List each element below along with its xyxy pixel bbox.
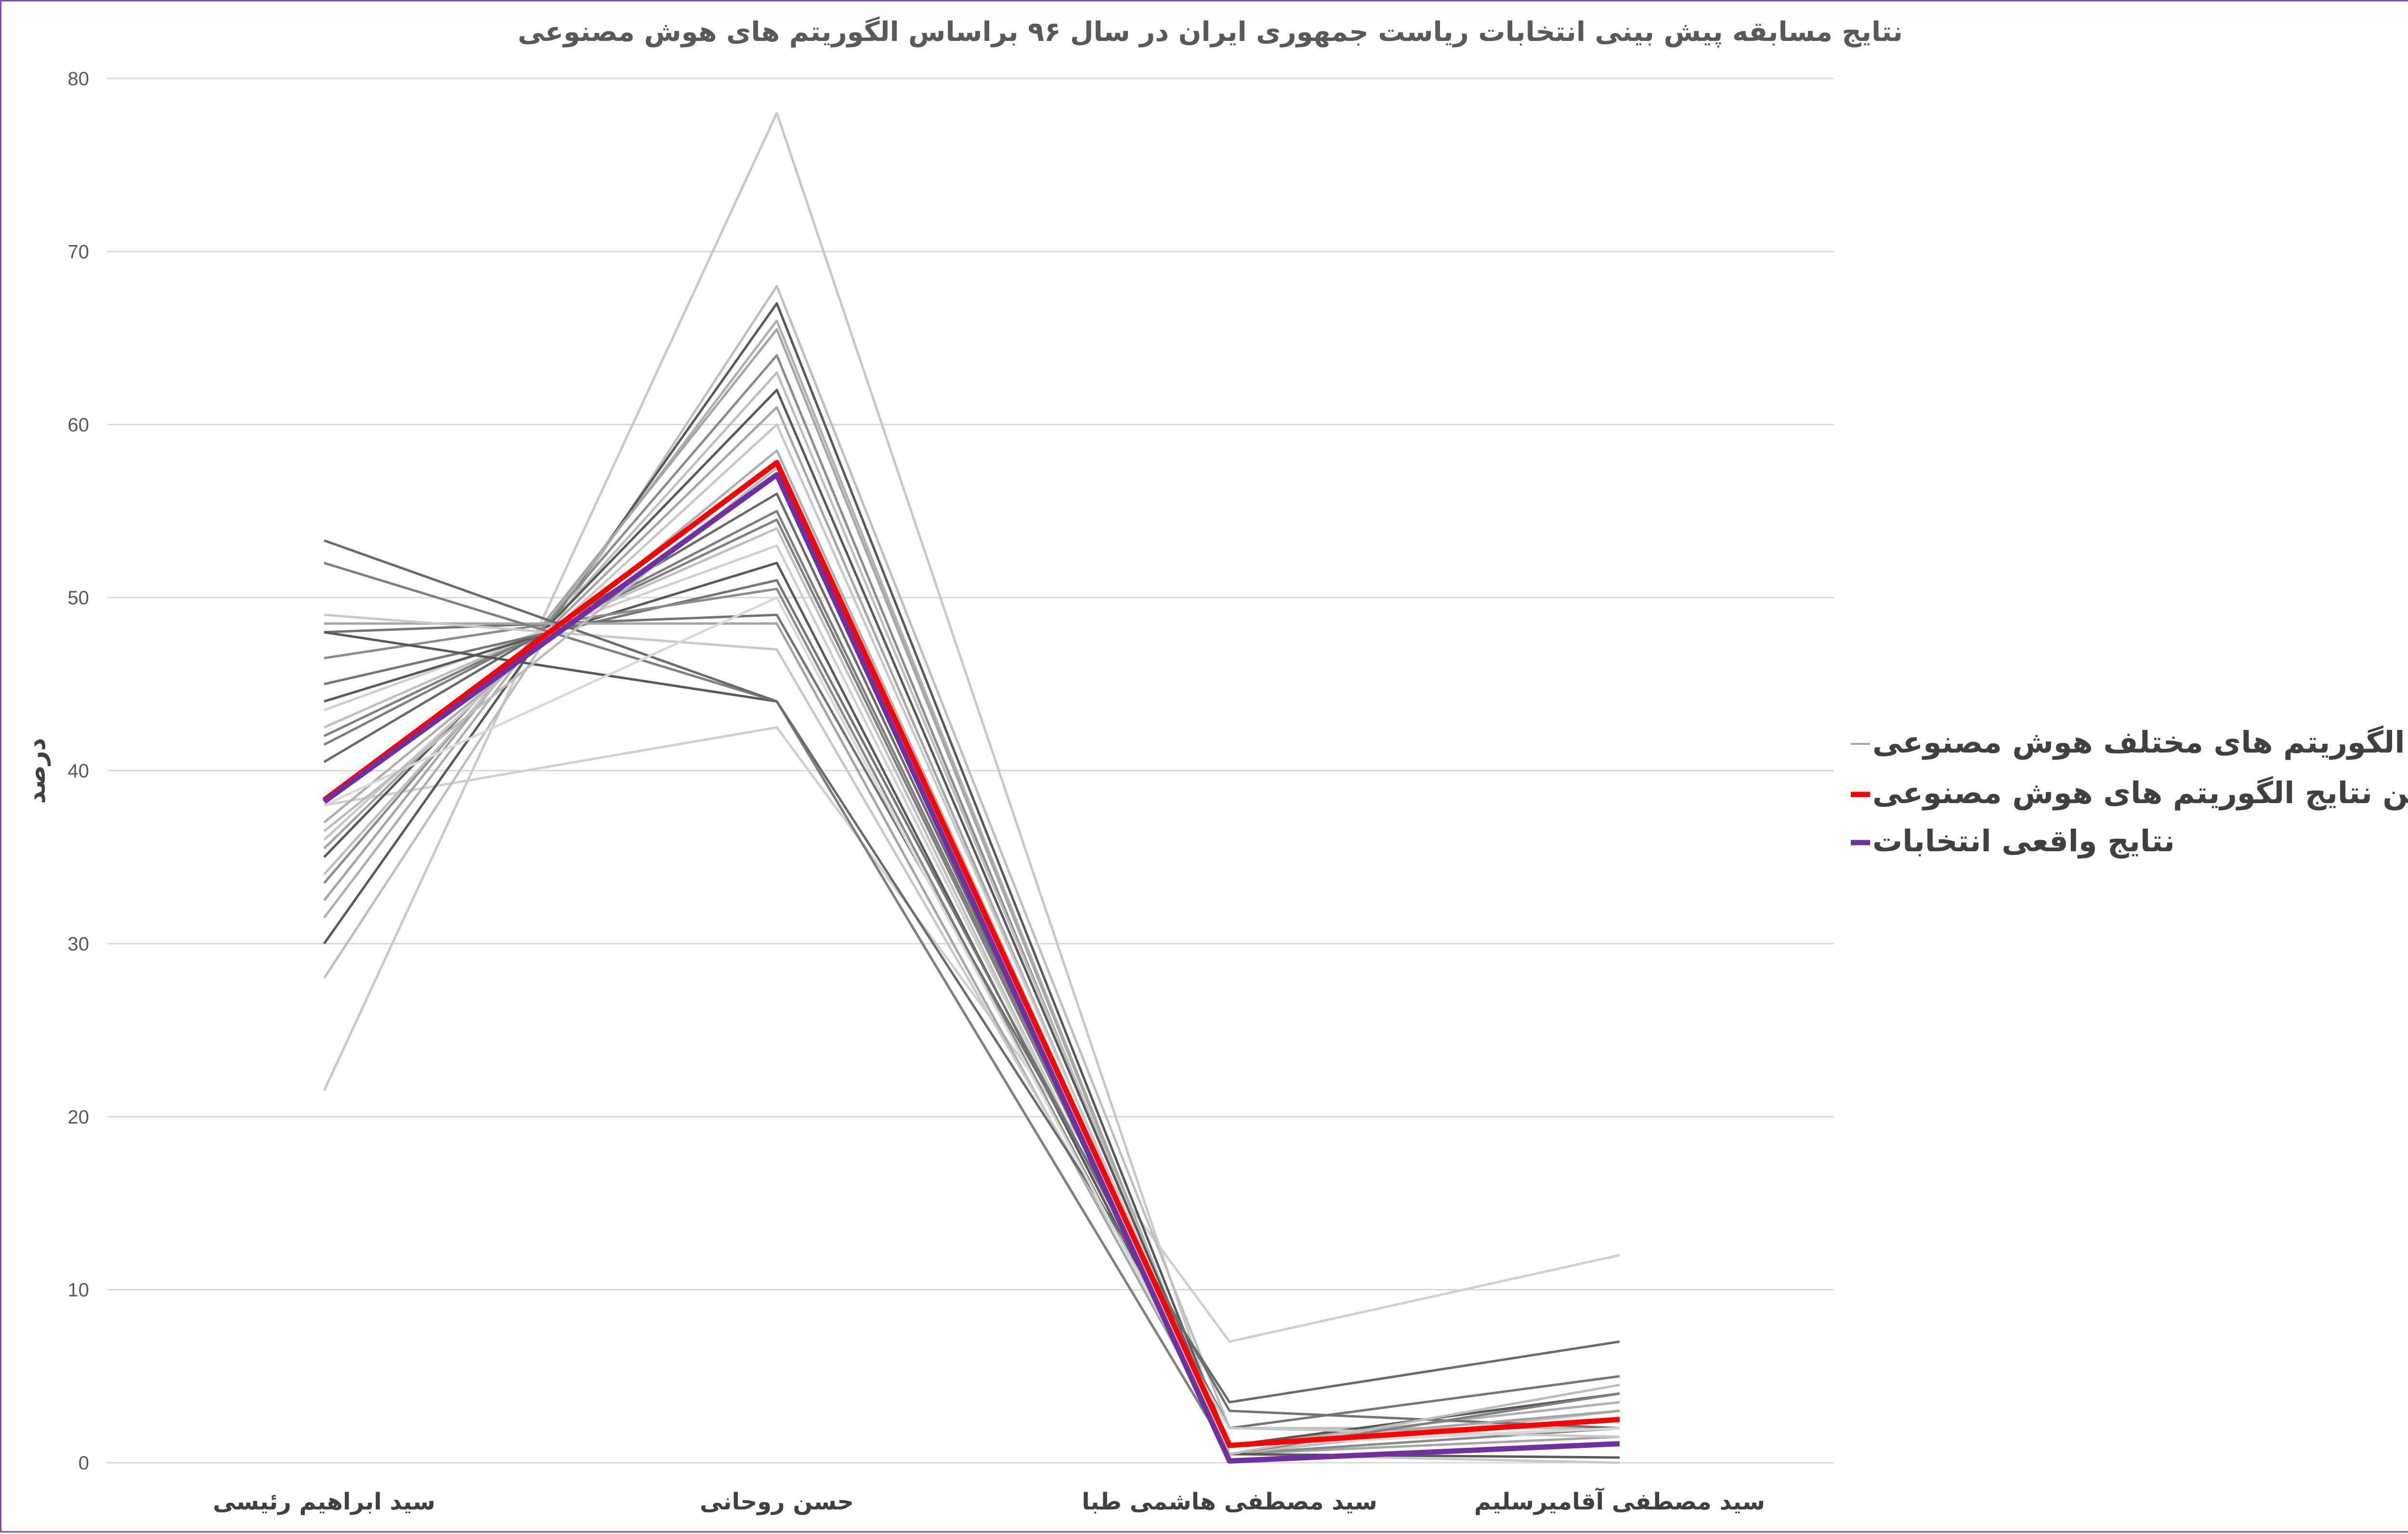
algorithm-result-line: [324, 561, 1620, 1456]
algorithm-result-line: [323, 354, 1620, 1456]
algorithm-result-line: [323, 328, 1620, 1456]
y-tick-label: 80: [68, 68, 90, 90]
legend-label: نتایج واقعی انتخابات: [1872, 823, 2175, 858]
algorithm-result-line: [323, 112, 1620, 1464]
y-tick-label: 50: [68, 587, 90, 609]
algorithm-result-line: [323, 596, 1620, 1447]
algorithm-result-line: [323, 493, 1620, 1456]
x-axis-categories: سید ابراهیم رئیسی حسن روحانی سید مصطفی هاش…: [213, 1487, 1765, 1515]
y-tick-label: 40: [68, 761, 90, 782]
average-result-line: [322, 460, 1620, 1448]
grid-layer: [107, 78, 1834, 1464]
y-tick-label: 60: [68, 415, 90, 436]
legend: نتایج الگوریتم های مختلف هوش مصنوعی میانگ…: [1851, 725, 2408, 858]
y-tick-label: 0: [79, 1453, 89, 1474]
y-tick-label: 70: [68, 241, 90, 262]
algorithm-result-line: [323, 302, 1620, 1447]
y-axis-ticks: 0 10 20 30 40 50 60 70 80: [68, 68, 90, 1474]
algorithm-result-line: [324, 622, 1620, 1447]
algorithm-result-line: [323, 467, 1620, 1456]
algorithm-result-line: [324, 726, 1620, 1343]
x-category-label: سید ابراهیم رئیسی: [213, 1488, 435, 1515]
algorithm-result-line: [324, 631, 1620, 1459]
algorithm-result-line: [324, 539, 1620, 1404]
x-category-label: حسن روحانی: [700, 1488, 854, 1515]
actual-result-line: [322, 472, 1620, 1464]
y-tick-label: 10: [68, 1280, 90, 1301]
y-tick-label: 30: [68, 934, 90, 955]
y-tick-label: 20: [68, 1106, 90, 1128]
y-axis-title: درصد: [22, 738, 51, 804]
x-category-label: سید مصطفی هاشمی طبا: [1082, 1488, 1377, 1515]
x-category-label: سید مصطفی آقامیرسلیم: [1474, 1487, 1765, 1515]
legend-label: میانگین نتایج الگوریتم های هوش مصنوعی: [1872, 775, 2408, 810]
algorithm-result-line: [324, 613, 1620, 1430]
legend-label: نتایج الگوریتم های مختلف هوش مصنوعی: [1872, 725, 2408, 760]
series-layer: [322, 112, 1620, 1464]
chart-title: نتایج مسابقه پیش بینی انتخابات ریاست جمه…: [518, 16, 1903, 48]
